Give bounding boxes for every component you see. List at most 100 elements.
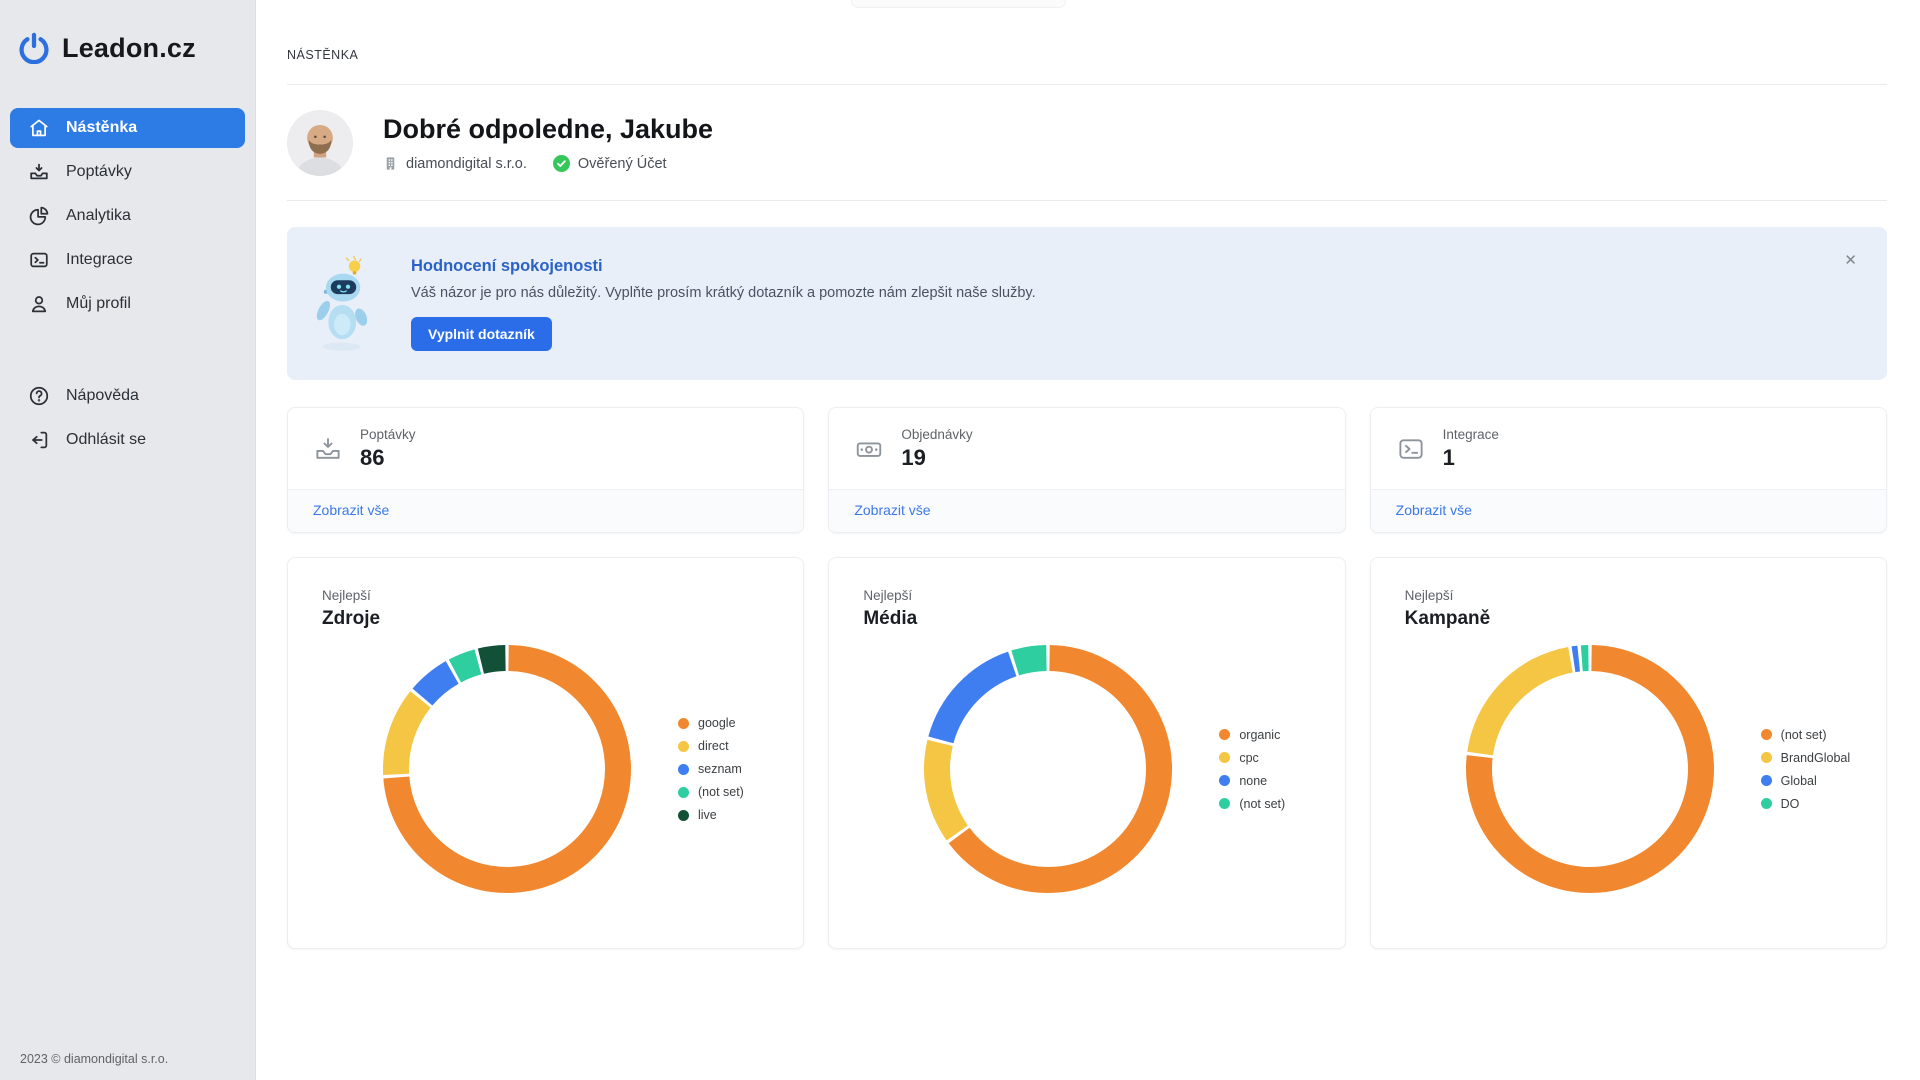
show-all-link[interactable]: Zobrazit vše bbox=[854, 502, 930, 518]
legend-item: DO bbox=[1761, 797, 1851, 811]
legend-item: (not set) bbox=[1761, 728, 1851, 742]
sidebar-item-label: Analytika bbox=[66, 207, 131, 225]
donut-segment bbox=[941, 664, 1012, 740]
donut-segment bbox=[481, 658, 506, 661]
donut-segment bbox=[396, 699, 420, 774]
cutoff-popover-edge bbox=[851, 0, 1066, 8]
building-icon bbox=[383, 156, 398, 171]
legend-dot bbox=[678, 718, 689, 729]
legend-item: (not set) bbox=[1219, 797, 1285, 811]
company-name: diamondigital s.r.o. bbox=[383, 156, 527, 172]
inbox-icon bbox=[28, 161, 50, 183]
banknote-icon bbox=[854, 434, 884, 464]
sidebar-item-label: Poptávky bbox=[66, 163, 132, 181]
legend-item: google bbox=[678, 716, 744, 730]
terminal-icon bbox=[1396, 434, 1426, 464]
verified-check-icon bbox=[553, 155, 570, 172]
user-icon bbox=[28, 293, 50, 315]
avatar bbox=[287, 110, 353, 176]
help-circle-icon bbox=[28, 385, 50, 407]
charts-row: Nejlepší Zdroje google direct seznam (not s… bbox=[287, 557, 1887, 949]
copyright-text: 2023 © diamondigital s.r.o. bbox=[20, 1052, 168, 1066]
legend-dot bbox=[1219, 729, 1230, 740]
divider bbox=[287, 200, 1887, 201]
legend-label: seznam bbox=[698, 762, 742, 776]
chart-card-kampane: Nejlepší Kampaně (not set)BrandGlobalGlo… bbox=[1370, 557, 1887, 949]
sidebar-item-napoveda[interactable]: Nápověda bbox=[10, 376, 245, 416]
legend-label: Global bbox=[1781, 774, 1817, 788]
donut-segment bbox=[1480, 660, 1570, 754]
terminal-icon bbox=[28, 249, 50, 271]
logout-icon bbox=[28, 429, 50, 451]
chart-card-zdroje: Nejlepší Zdroje googledirectseznam(not s… bbox=[287, 557, 804, 949]
legend-item: direct bbox=[678, 739, 744, 753]
banner-message: Váš názor je pro nás důležitý. Vyplňte p… bbox=[411, 285, 1036, 301]
chart-subtitle: Nejlepší bbox=[863, 588, 1344, 603]
stat-value: 86 bbox=[360, 445, 416, 471]
donut-chart-zdroje bbox=[382, 644, 632, 894]
sidebar-item-nastenka[interactable]: Nástěnka bbox=[10, 108, 245, 148]
chart-title: Média bbox=[863, 608, 1344, 630]
legend-dot bbox=[1761, 798, 1772, 809]
robot-mascot-illustration bbox=[287, 254, 409, 354]
power-logo-icon bbox=[18, 32, 50, 64]
legend-dot bbox=[1219, 775, 1230, 786]
satisfaction-banner: Hodnocení spokojenosti Váš názor je pro … bbox=[287, 227, 1887, 380]
verified-badge: Ověřený Účet bbox=[553, 155, 667, 172]
sidebar-item-label: Nápověda bbox=[66, 387, 139, 405]
nav-spacer bbox=[0, 326, 255, 374]
show-all-link[interactable]: Zobrazit vše bbox=[1396, 502, 1472, 518]
chart-card-media: Nejlepší Média organic cpc none (not set) bbox=[828, 557, 1345, 949]
pie-chart-icon bbox=[28, 205, 50, 227]
legend-dot bbox=[1761, 775, 1772, 786]
sidebar-item-muj-profil[interactable]: Můj profil bbox=[10, 284, 245, 324]
donut-chart-media bbox=[923, 644, 1173, 894]
legend-label: BrandGlobal bbox=[1781, 751, 1851, 765]
legend-label: organic bbox=[1239, 728, 1280, 742]
show-all-link[interactable]: Zobrazit vše bbox=[313, 502, 389, 518]
legend-item: none bbox=[1219, 774, 1285, 788]
donut-segment bbox=[422, 672, 452, 697]
donut-segment bbox=[959, 658, 1159, 880]
legend-label: none bbox=[1239, 774, 1267, 788]
home-icon bbox=[28, 117, 50, 139]
inbox-icon bbox=[313, 434, 343, 464]
banner-title: Hodnocení spokojenosti bbox=[411, 257, 1036, 276]
sidebar-nav: Nástěnka Poptávky Analytika bbox=[0, 106, 255, 462]
stat-card-poptavky: Poptávky 86 Zobrazit vše bbox=[287, 407, 804, 533]
legend-dot bbox=[1219, 798, 1230, 809]
stats-row: Poptávky 86 Zobrazit vše bbox=[287, 407, 1887, 533]
legend-dot bbox=[678, 787, 689, 798]
stat-label: Objednávky bbox=[901, 427, 972, 442]
stat-card-integrace: Integrace 1 Zobrazit vše bbox=[1370, 407, 1887, 533]
banner-close-icon[interactable]: ✕ bbox=[1844, 253, 1857, 268]
brand-name: Leadon.cz bbox=[62, 33, 196, 64]
legend-item: (not set) bbox=[678, 785, 744, 799]
sidebar-item-odhlasit-se[interactable]: Odhlásit se bbox=[10, 420, 245, 460]
chart-legend: google direct seznam (not set) live bbox=[678, 707, 744, 831]
sidebar-item-label: Nástěnka bbox=[66, 119, 137, 137]
sidebar-item-integrace[interactable]: Integrace bbox=[10, 240, 245, 280]
chart-title: Zdroje bbox=[322, 608, 803, 630]
stat-value: 19 bbox=[901, 445, 972, 471]
stat-value: 1 bbox=[1443, 445, 1499, 471]
legend-label: DO bbox=[1781, 797, 1800, 811]
donut-segment bbox=[1573, 659, 1578, 660]
legend-label: google bbox=[698, 716, 736, 730]
legend-item: live bbox=[678, 808, 744, 822]
sidebar-item-analytika[interactable]: Analytika bbox=[10, 196, 245, 236]
legend-dot bbox=[1219, 752, 1230, 763]
legend-label: (not set) bbox=[1781, 728, 1827, 742]
legend-dot bbox=[678, 810, 689, 821]
legend-dot bbox=[678, 741, 689, 752]
legend-label: (not set) bbox=[698, 785, 744, 799]
sidebar-item-poptavky[interactable]: Poptávky bbox=[10, 152, 245, 192]
fill-survey-button[interactable]: Vyplnit dotazník bbox=[411, 317, 552, 351]
legend-label: cpc bbox=[1239, 751, 1258, 765]
chart-legend: organic cpc none (not set) bbox=[1219, 719, 1285, 820]
donut-chart-kampane bbox=[1465, 644, 1715, 894]
breadcrumb: NÁSTĚNKA bbox=[287, 0, 1887, 62]
stat-card-objednavky: Objednávky 19 Zobrazit vše bbox=[828, 407, 1345, 533]
legend-label: direct bbox=[698, 739, 729, 753]
legend-dot bbox=[1761, 752, 1772, 763]
